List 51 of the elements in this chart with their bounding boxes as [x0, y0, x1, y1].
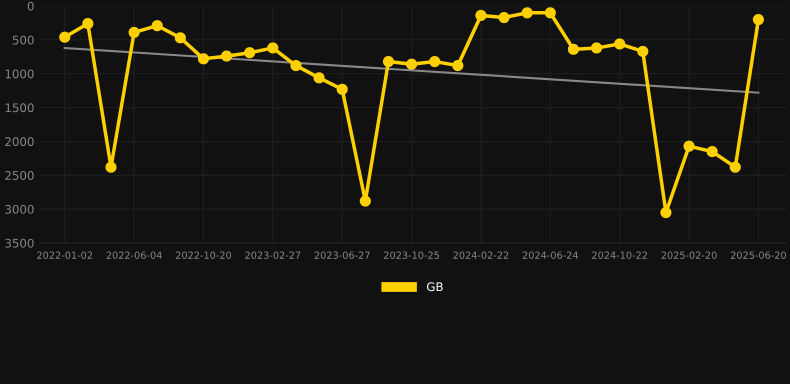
- point: [360, 195, 371, 207]
- point: [382, 56, 394, 68]
- point: [198, 53, 210, 64]
- x-tick-label: 2025-02-20: [662, 252, 717, 259]
- x-tick-label: 2023-06-27: [314, 252, 370, 259]
- point: [429, 56, 440, 68]
- point: [637, 46, 648, 57]
- x-tick-label: 2024-06-24: [522, 252, 578, 259]
- point: [683, 140, 695, 152]
- y-tick-label: 1500: [6, 103, 34, 112]
- point: [452, 60, 464, 72]
- point: [152, 20, 163, 32]
- y-tick-label: 1000: [6, 69, 34, 78]
- x-tick-label: 2024-10-22: [592, 252, 647, 259]
- point: [105, 162, 117, 173]
- point: [59, 32, 70, 43]
- y-tick-label: 2000: [5, 137, 34, 146]
- point: [614, 38, 626, 50]
- point: [568, 44, 579, 55]
- x-tick-label: 2025-06-20: [730, 252, 786, 259]
- point: [267, 42, 278, 54]
- point: [174, 32, 186, 44]
- y-tick-label: 3000: [5, 204, 34, 214]
- x-tick-label: 2024-02-22: [453, 252, 508, 259]
- point: [82, 18, 94, 30]
- x-tick-label: 2022-10-20: [176, 252, 232, 259]
- y-tick-label: 500: [12, 36, 34, 45]
- point: [706, 146, 718, 158]
- y-tick-label: 0: [28, 2, 34, 11]
- x-tick-label: 2023-02-27: [245, 252, 300, 259]
- point: [660, 206, 672, 218]
- x-tick-label: 2022-01-02: [37, 252, 92, 259]
- point: [752, 14, 764, 26]
- point: [544, 7, 556, 18]
- point: [590, 42, 602, 54]
- y-tick-label: 2500: [5, 171, 34, 180]
- point: [244, 47, 256, 58]
- legend-label: GB: [426, 282, 443, 292]
- point: [128, 26, 140, 38]
- x-tick-label: 2022-06-04: [106, 252, 162, 259]
- y-tick-label: 3500: [5, 238, 34, 248]
- point: [475, 10, 486, 22]
- point: [221, 50, 232, 62]
- point: [498, 12, 510, 24]
- point: [522, 7, 533, 18]
- point: [314, 72, 325, 84]
- point: [336, 84, 348, 95]
- point: [406, 58, 418, 70]
- point: [730, 162, 741, 173]
- point: [290, 60, 302, 72]
- x-tick-label: 2023-10-25: [384, 252, 439, 259]
